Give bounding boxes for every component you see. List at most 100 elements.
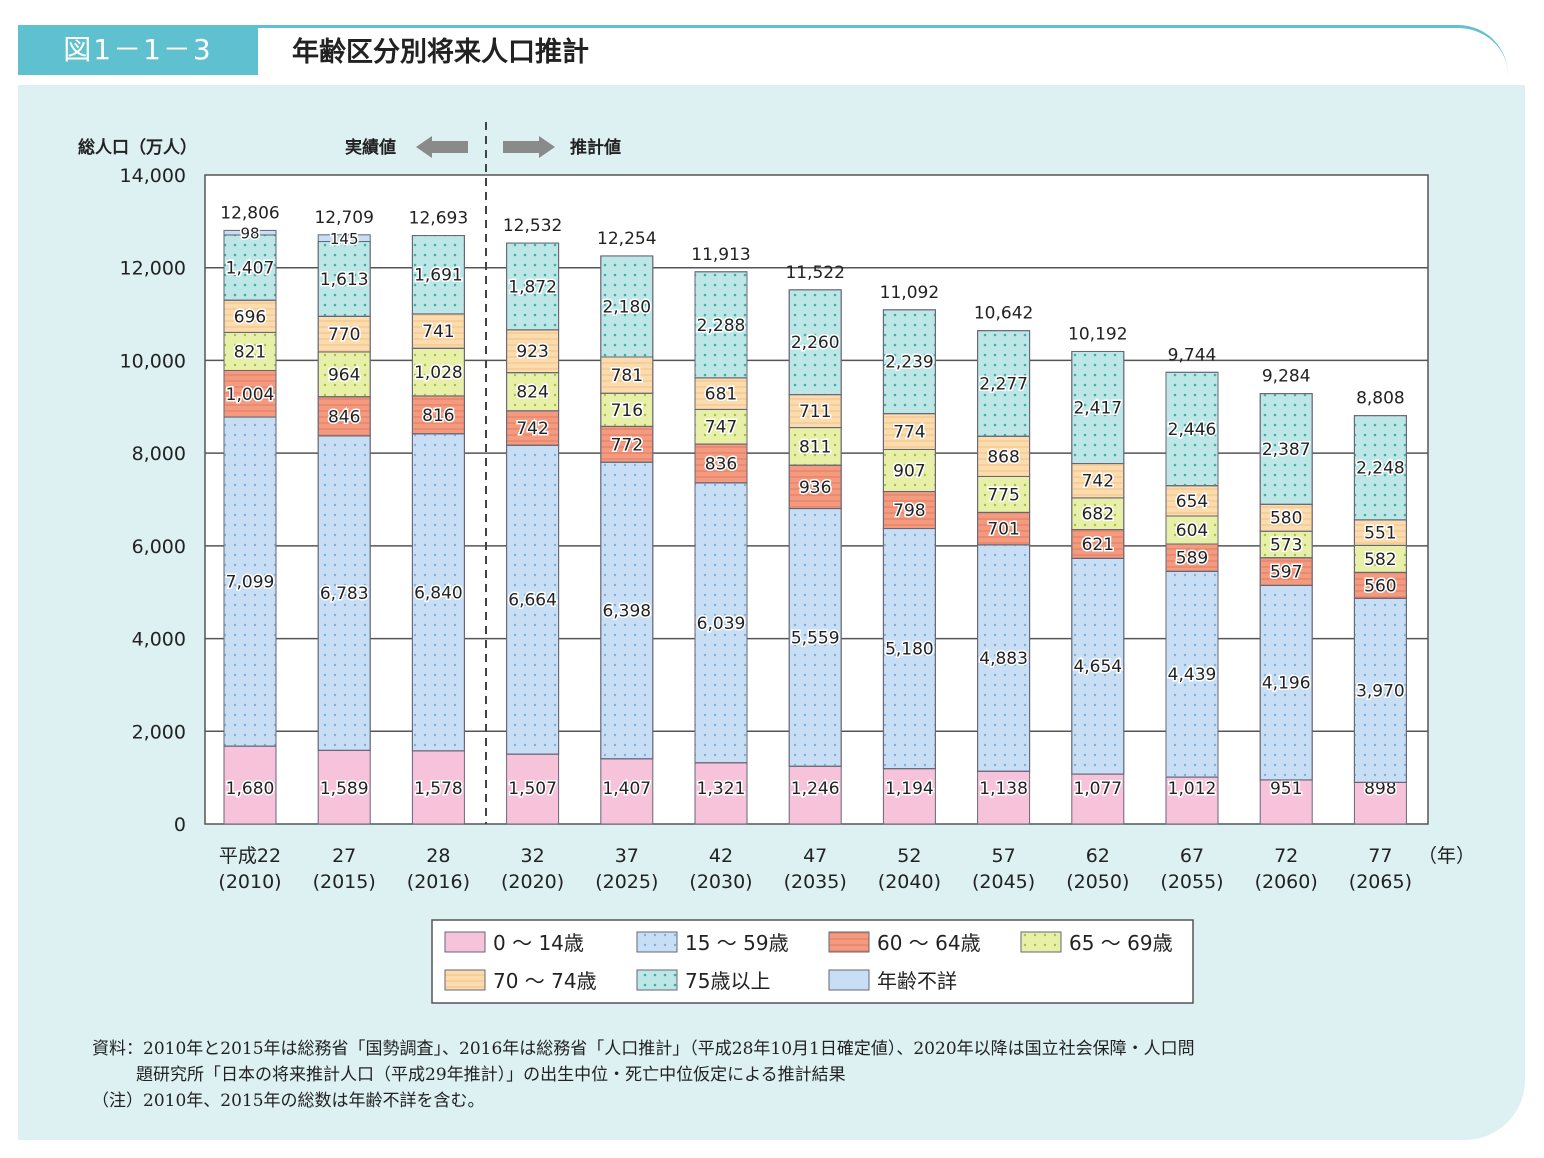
legend-swatch-pattern xyxy=(636,969,678,991)
data-label: 2,387 xyxy=(1262,440,1311,460)
y-tick-label: 8,000 xyxy=(132,443,186,465)
x-tick-year: (2045) xyxy=(972,871,1035,893)
legend-swatch xyxy=(444,931,486,953)
y-tick-label: 4,000 xyxy=(132,629,186,651)
data-label: 2,180 xyxy=(602,297,651,317)
data-label: 4,196 xyxy=(1262,674,1311,694)
data-label: 6,039 xyxy=(697,614,746,634)
projection-label: 推計値 xyxy=(570,137,621,158)
legend-swatch-pattern xyxy=(636,931,678,953)
total-label: 10,642 xyxy=(974,304,1033,324)
data-label: 580 xyxy=(1270,509,1302,529)
bar-segment xyxy=(1165,776,1219,825)
bar-segment-pattern xyxy=(223,416,277,747)
bar-segment-pattern xyxy=(1071,350,1125,465)
x-tick-era: 62 xyxy=(1086,845,1110,867)
total-label: 9,284 xyxy=(1262,367,1311,387)
data-label: 951 xyxy=(1270,779,1302,799)
bar-segment xyxy=(1071,773,1125,825)
x-tick-year: (2030) xyxy=(689,871,752,893)
bar-segment-pattern xyxy=(411,313,465,349)
bar-segment xyxy=(317,234,371,243)
data-label: 772 xyxy=(611,435,643,455)
data-label: 2,417 xyxy=(1073,399,1122,419)
source-note-line2: 題研究所「日本の将来推計人口（平成29年推計）」の出生中位・死亡中位仮定による推… xyxy=(136,1065,846,1085)
data-label: 1,691 xyxy=(414,266,463,286)
x-tick-era: 67 xyxy=(1180,845,1204,867)
bar-segment-pattern xyxy=(1259,530,1313,559)
y-tick-label: 10,000 xyxy=(120,350,186,372)
data-label: 2,239 xyxy=(885,353,934,373)
bar-segment-pattern xyxy=(411,347,465,397)
data-label: 1,589 xyxy=(320,779,369,799)
data-label: 589 xyxy=(1176,549,1208,569)
legend-label: 年齢不詳 xyxy=(877,969,957,993)
bar-segment xyxy=(317,749,371,825)
data-label: 1,578 xyxy=(414,779,463,799)
data-label: 701 xyxy=(987,520,1019,540)
bar-segment-pattern xyxy=(1353,519,1407,546)
bar-segment-pattern xyxy=(977,435,1031,477)
data-label: 696 xyxy=(234,307,266,327)
y-tick-label: 14,000 xyxy=(120,165,186,187)
bar-segment xyxy=(506,753,560,825)
data-label: 3,970 xyxy=(1356,681,1405,701)
figure-number: 図1－1－3 xyxy=(18,25,258,75)
data-label: 1,507 xyxy=(508,779,557,799)
data-label: 6,783 xyxy=(320,584,369,604)
x-tick-era: 27 xyxy=(332,845,356,867)
data-label: 964 xyxy=(328,365,360,385)
bar-segment-pattern xyxy=(223,234,277,301)
total-label: 10,192 xyxy=(1068,324,1127,344)
data-label: 798 xyxy=(893,501,925,521)
x-tick-year: (2060) xyxy=(1255,871,1318,893)
legend-swatch xyxy=(828,969,870,991)
data-label: 836 xyxy=(705,454,737,474)
x-tick-era: 37 xyxy=(615,845,639,867)
data-label: 1,680 xyxy=(226,779,275,799)
data-label: 2,248 xyxy=(1356,459,1405,479)
bar-segment-pattern xyxy=(1353,415,1407,521)
data-label: 1,012 xyxy=(1168,779,1217,799)
bar-segment-pattern xyxy=(694,377,748,410)
bar-segment-pattern xyxy=(506,329,560,374)
data-label: 811 xyxy=(799,437,831,457)
bar-segment-pattern xyxy=(1353,597,1407,783)
data-label: 1,321 xyxy=(697,779,746,799)
data-label: 1,138 xyxy=(979,779,1028,799)
y-tick-label: 6,000 xyxy=(132,536,186,558)
bar-segment xyxy=(788,765,842,825)
bar-segment-pattern xyxy=(1071,529,1125,559)
x-tick-year: (2065) xyxy=(1349,871,1412,893)
bar-segment-pattern xyxy=(600,392,654,427)
bar-segment-pattern xyxy=(1259,393,1313,505)
x-tick-era: 47 xyxy=(803,845,827,867)
data-label: 582 xyxy=(1364,550,1396,570)
data-label: 7,099 xyxy=(226,573,275,593)
legend-swatch-pattern xyxy=(1020,931,1062,953)
bar-segment-pattern xyxy=(882,528,936,770)
bar-segment-pattern xyxy=(882,448,936,493)
data-label: 821 xyxy=(234,342,266,362)
bar-segment-pattern xyxy=(600,356,654,394)
data-label: 742 xyxy=(1082,472,1114,492)
x-tick-era: 52 xyxy=(897,845,921,867)
bar-segment-pattern xyxy=(1071,463,1125,499)
legend-label: 75歳以上 xyxy=(685,969,770,993)
total-label: 9,744 xyxy=(1168,345,1217,365)
bar-segment-pattern xyxy=(223,331,277,371)
data-label: 781 xyxy=(611,366,643,386)
x-tick-era: 72 xyxy=(1274,845,1298,867)
bar-segment xyxy=(1259,779,1313,825)
bar-segment-pattern xyxy=(223,299,277,333)
x-tick-year: (2010) xyxy=(218,871,281,893)
data-label: 716 xyxy=(611,401,643,421)
bar-segment-pattern xyxy=(694,443,748,484)
bar-segment-pattern xyxy=(977,544,1031,772)
x-tick-era: 32 xyxy=(521,845,545,867)
data-label: 551 xyxy=(1364,524,1396,544)
bar-segment-pattern xyxy=(317,396,371,437)
data-label: 5,180 xyxy=(885,640,934,660)
bar-segment-pattern xyxy=(1259,584,1313,781)
